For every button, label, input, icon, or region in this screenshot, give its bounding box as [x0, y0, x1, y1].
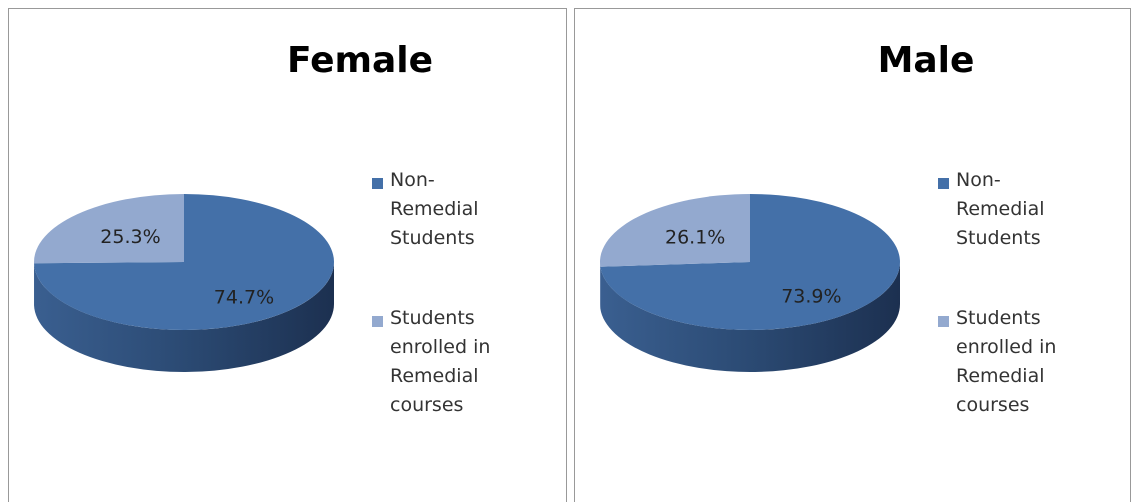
legend-entry: Students enrolled in Remedial courses: [956, 307, 1057, 416]
pie-slice: [600, 194, 900, 331]
legend-swatch: [372, 178, 383, 189]
legend-label: Students enrolled in Remedial courses: [390, 307, 491, 416]
pie-slice: [34, 194, 335, 330]
chart-title: Female: [287, 40, 433, 81]
legend-swatch: [372, 316, 383, 327]
pie-side: [34, 262, 335, 373]
chart-title: Male: [878, 40, 975, 81]
legend-entry: Non-Remedial Students: [390, 169, 479, 249]
legend-entry: Students enrolled in Remedial courses: [390, 307, 491, 416]
data-label: 73.9%: [781, 286, 841, 308]
legend-swatch: [938, 178, 949, 189]
data-label: 26.1%: [665, 227, 725, 249]
legend-label: Non-Remedial Students: [390, 169, 479, 249]
legend-swatch: [938, 316, 949, 327]
legend-label: Students enrolled in Remedial courses: [956, 307, 1057, 416]
pie-slice: [600, 194, 750, 267]
legend-label: Non-Remedial Students: [956, 169, 1045, 249]
pie-side: [600, 262, 900, 372]
data-label: 74.7%: [214, 287, 274, 309]
pie-slice: [33, 194, 184, 264]
data-label: 25.3%: [100, 226, 160, 248]
legend-entry: Non-Remedial Students: [956, 169, 1045, 249]
